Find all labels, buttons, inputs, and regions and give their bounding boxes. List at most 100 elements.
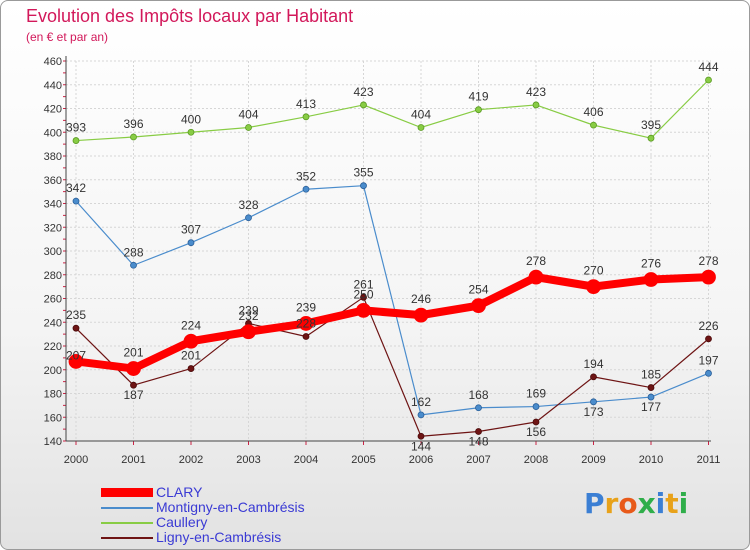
chart-subtitle: (en € et par an) — [26, 30, 109, 44]
data-label-montigny-en-cambr-sis: 177 — [641, 400, 661, 414]
y-tick-label: 240 — [44, 317, 62, 329]
data-label-montigny-en-cambr-sis: 162 — [411, 395, 431, 409]
data-label-ligny-en-cambr-sis: 239 — [238, 303, 258, 317]
data-point-ligny-en-cambr-sis — [590, 373, 597, 381]
data-point-caullery — [417, 124, 425, 131]
data-label-caullery: 393 — [66, 121, 86, 135]
data-point-montigny-en-cambr-sis — [647, 393, 655, 401]
data-point-caullery — [187, 128, 195, 136]
x-tick-label: 2010 — [639, 454, 663, 466]
data-point-clary — [586, 279, 601, 295]
logo-letter: o — [618, 487, 638, 520]
x-tick-label: 2004 — [294, 454, 318, 466]
data-point-caullery — [302, 113, 310, 121]
y-tick-label: 300 — [44, 246, 62, 258]
data-label-clary: 239 — [296, 300, 316, 314]
data-point-montigny-en-cambr-sis — [360, 182, 367, 190]
data-point-clary — [68, 354, 84, 369]
data-label-ligny-en-cambr-sis: 235 — [66, 308, 86, 322]
data-label-caullery: 413 — [296, 97, 316, 111]
y-tick-label: 140 — [44, 436, 62, 448]
data-label-caullery: 419 — [468, 90, 488, 104]
data-point-ligny-en-cambr-sis — [72, 324, 80, 332]
data-label-ligny-en-cambr-sis: 185 — [641, 368, 661, 382]
data-label-montigny-en-cambr-sis: 307 — [181, 223, 201, 237]
data-point-montigny-en-cambr-sis — [417, 411, 425, 419]
legend: CLARY Montigny-en-Cambrésis Caullery Lig… — [101, 484, 401, 545]
data-point-ligny-en-cambr-sis — [417, 432, 425, 440]
data-label-montigny-en-cambr-sis: 288 — [123, 245, 143, 259]
data-label-montigny-en-cambr-sis: 168 — [468, 388, 488, 402]
data-label-clary: 276 — [641, 257, 661, 271]
data-point-clary — [413, 307, 429, 323]
data-label-ligny-en-cambr-sis: 148 — [468, 435, 488, 449]
data-label-montigny-en-cambr-sis: 355 — [353, 166, 373, 180]
data-label-clary: 250 — [353, 287, 373, 301]
data-label-clary: 270 — [583, 264, 603, 278]
data-label-caullery: 400 — [181, 112, 201, 126]
axes: 140 160 180 200 220 240 260 280 300 320 340 360 380 4… — [44, 56, 720, 466]
data-point-montigny-en-cambr-sis — [130, 261, 137, 269]
data-point-clary — [126, 361, 141, 376]
data-point-ligny-en-cambr-sis — [647, 384, 655, 391]
data-point-clary — [701, 269, 716, 285]
legend-label-clary: CLARY — [156, 484, 203, 500]
data-label-caullery: 423 — [526, 85, 546, 99]
x-tick-label: 2006 — [409, 454, 433, 466]
y-tick-label: 340 — [44, 199, 62, 211]
y-tick-label: 320 — [44, 222, 62, 234]
data-point-ligny-en-cambr-sis — [475, 428, 482, 435]
data-point-clary — [183, 333, 199, 349]
logo-letter: i — [655, 487, 666, 520]
x-tick-label: 2003 — [236, 454, 260, 466]
data-label-ligny-en-cambr-sis: 228 — [296, 317, 316, 331]
series-line-caullery — [75, 79, 710, 142]
data-point-montigny-en-cambr-sis — [245, 214, 252, 222]
legend-label-montigny: Montigny-en-Cambrésis — [156, 499, 305, 515]
data-label-caullery: 406 — [583, 105, 603, 119]
data-point-ligny-en-cambr-sis — [130, 381, 137, 389]
data-label-clary: 254 — [468, 283, 488, 297]
data-point-caullery — [360, 101, 367, 109]
data-point-montigny-en-cambr-sis — [475, 404, 482, 412]
data-label-ligny-en-cambr-sis: 201 — [181, 349, 201, 363]
data-label-montigny-en-cambr-sis: 352 — [296, 169, 316, 183]
legend-swatch-clary — [101, 488, 153, 497]
data-label-clary: 278 — [698, 254, 718, 268]
x-tick-label: 2001 — [121, 454, 145, 466]
data-label-montigny-en-cambr-sis: 342 — [66, 181, 86, 195]
x-tick-label: 2002 — [179, 454, 203, 466]
data-label-clary: 207 — [66, 348, 86, 362]
logo-letter: r — [604, 487, 619, 520]
data-point-montigny-en-cambr-sis — [72, 197, 80, 205]
logo-letter: i — [678, 487, 689, 520]
logo-letter: t — [665, 487, 679, 520]
data-point-clary — [356, 302, 371, 318]
data-point-caullery — [72, 137, 80, 144]
legend-label-ligny: Ligny-en-Cambrésis — [156, 529, 282, 545]
data-label-montigny-en-cambr-sis: 328 — [238, 198, 258, 212]
data-label-montigny-en-cambr-sis: 169 — [526, 387, 546, 401]
data-label-clary: 224 — [181, 318, 201, 332]
data-point-ligny-en-cambr-sis — [705, 335, 712, 343]
y-tick-label: 200 — [44, 365, 62, 377]
data-point-clary — [298, 316, 314, 331]
legend-swatch-montigny — [101, 507, 153, 509]
data-point-ligny-en-cambr-sis — [532, 418, 540, 426]
y-tick-label: 400 — [44, 127, 62, 139]
data-label-ligny-en-cambr-sis: 194 — [583, 357, 603, 371]
x-tick-label: 2007 — [466, 454, 490, 466]
x-tick-label: 2000 — [64, 454, 88, 466]
data-point-clary — [528, 269, 544, 285]
data-point-montigny-en-cambr-sis — [187, 239, 195, 247]
data-point-clary — [643, 272, 659, 287]
data-point-clary — [241, 324, 256, 340]
y-tick-label: 460 — [44, 56, 62, 68]
data-label-montigny-en-cambr-sis: 173 — [583, 405, 603, 419]
x-tick-label: 2005 — [351, 454, 375, 466]
data-point-ligny-en-cambr-sis — [302, 333, 310, 340]
data-point-ligny-en-cambr-sis — [187, 365, 195, 372]
data-point-caullery — [590, 121, 597, 129]
legend-item-clary: CLARY — [101, 484, 401, 500]
